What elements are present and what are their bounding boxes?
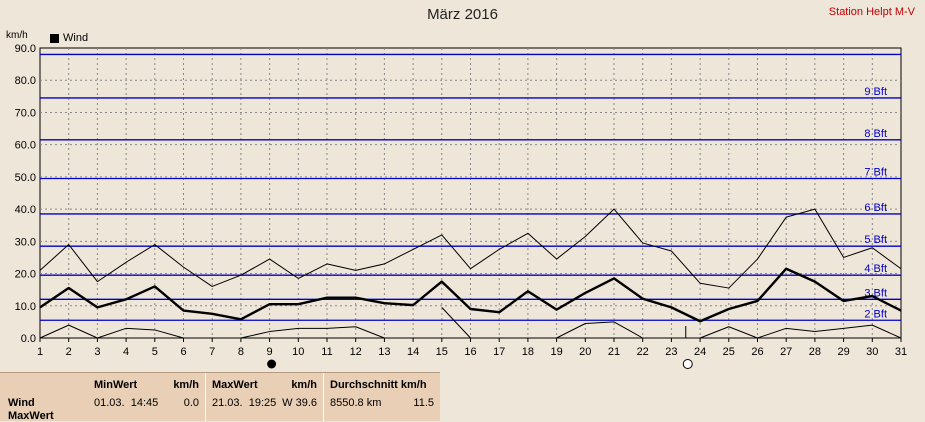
series-min-line [240,326,385,339]
y-tick-label: 80.0 [15,75,36,87]
x-tick-label: 3 [94,346,100,358]
series-max-line [39,208,902,289]
stat-min: MinWert km/h 01.03. 14:45 0.0 [88,373,206,421]
series-min-line [39,324,184,339]
min-date: 01.03. [94,397,125,409]
x-tick-label: 16 [464,346,476,358]
x-tick-label: 25 [723,346,735,358]
beaufort-label: 8 Bft [864,128,887,140]
y-tick-label: 40.0 [15,204,36,216]
series-layer [39,208,902,339]
series-min-line [699,324,902,339]
full-moon-icon [682,359,693,369]
x-tick-label: 1 [37,346,43,358]
beaufort-label: 4 Bft [864,263,887,275]
series-min-line [556,321,643,339]
stats-panel: Wind MaxWert MinWert km/h 01.03. 14:45 0.0… [0,372,440,422]
x-tick-label: 11 [321,346,332,358]
max-date: 21.03. [212,397,243,409]
series-min-line [441,307,471,339]
x-tick-label: 27 [780,346,792,358]
min-unit: km/h [173,379,199,391]
avg-label: Durchschnitt km/h [330,379,427,391]
beaufort-label: 2 Bft [864,308,887,320]
min-time: 14:45 [130,397,159,409]
y-tick-label: 70.0 [15,107,36,119]
x-tick-label: 4 [123,346,129,358]
y-tick-label: 50.0 [15,172,36,184]
series-mean-line [39,267,902,323]
legend-label: Wind [63,32,89,44]
x-tick-label: 29 [837,346,849,358]
beaufort-label: 6 Bft [864,202,887,214]
axis-labels: 0.0 10.0 20.0 30.0 40.0 50.0 60.0 70.0 80.0 90.0 1… [15,43,908,358]
x-tick-label: 20 [579,346,591,358]
x-tick-label: 12 [350,346,362,358]
x-tick-label: 9 [267,346,273,358]
x-tick-label: 8 [238,346,244,358]
y-tick-label: 20.0 [15,269,36,281]
y-tick-label: 60.0 [15,140,36,152]
max-time: 19:25 [248,397,277,409]
x-tick-label: 2 [66,346,72,358]
y-tick-label: 30.0 [15,236,36,248]
x-tick-label: 6 [180,346,186,358]
max-value: W 39.6 [282,397,317,409]
chart-title: März 2016 [427,6,498,23]
x-tick-label: 22 [637,346,649,358]
x-tick-label: 17 [493,346,505,358]
station-name: Station Helpt M-V [828,6,915,18]
beaufort-label: 5 Bft [864,234,887,246]
beaufort-label: 9 Bft [864,86,887,98]
y-tick-label: 0.0 [21,333,36,345]
avg-value: 11.5 [413,397,434,409]
stat-max: MaxWert km/h 21.03. 19:25 W 39.6 [206,373,324,421]
y-tick-label: 10.0 [15,301,36,313]
x-tick-label: 18 [522,346,534,358]
x-tick-label: 7 [209,346,215,358]
legend: Wind [50,32,88,44]
grid-lines [40,48,901,338]
y-axis-unit: km/h [6,30,28,41]
y-tick-label: 90.0 [15,43,36,55]
row-label-wind: Wind [8,397,35,409]
x-tick-label: 23 [665,346,677,358]
min-value: 0.0 [183,397,199,409]
x-tick-label: 26 [751,346,763,358]
new-moon-icon [267,359,277,369]
x-tick-label: 21 [608,346,620,358]
moon-phases [267,326,693,369]
stat-avg: Durchschnitt km/h 8550.8 km 11.5 [324,373,440,421]
x-tick-label: 13 [378,346,390,358]
row-label-maxwert: MaxWert [8,410,54,422]
x-tick-label: 28 [809,346,821,358]
max-unit: km/h [291,379,317,391]
x-tick-label: 24 [694,346,706,358]
x-tick-label: 19 [550,346,562,358]
min-label: MinWert [94,379,138,391]
beaufort-label: 7 Bft [864,167,887,179]
max-label: MaxWert [212,379,258,391]
avg-distance: 8550.8 km [330,397,382,409]
x-tick-label: 30 [866,346,878,358]
x-tick-label: 14 [407,346,419,358]
x-tick-label: 5 [152,346,158,358]
legend-swatch [50,33,59,43]
x-tick-label: 10 [292,346,304,358]
x-tick-label: 31 [895,346,907,358]
x-tick-label: 15 [436,346,448,358]
